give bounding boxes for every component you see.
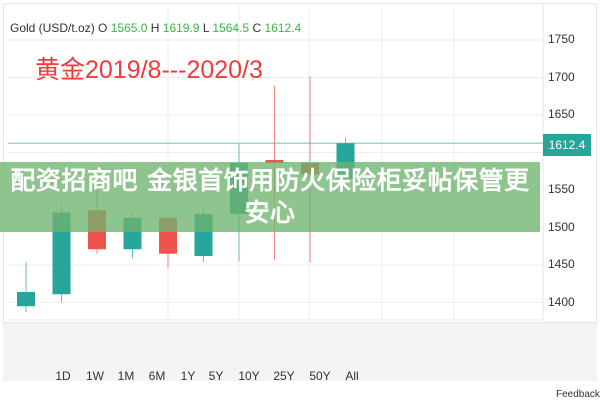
close-value: 1612.4 — [264, 21, 302, 35]
range-button-50y[interactable]: 50Y — [309, 369, 331, 383]
y-tick-label: 1550 — [548, 182, 575, 196]
ohlc-legend: Gold (USD/t.oz) O 1565.0 H 1619.9 L 1564… — [10, 21, 301, 35]
feedback-link[interactable]: Feedback — [556, 389, 600, 400]
low-value: 1564.5 — [212, 21, 250, 35]
open-label: O — [98, 21, 108, 35]
range-button-all[interactable]: All — [345, 369, 359, 383]
date-range-annotation: 黄金2019/8---2020/3 — [35, 56, 263, 84]
range-button-1y[interactable]: 1Y — [180, 369, 196, 383]
y-tick-label: 1450 — [548, 257, 575, 271]
range-button-1w[interactable]: 1W — [86, 369, 104, 383]
candle-body-up — [52, 212, 71, 295]
y-tick-label: 1650 — [548, 107, 575, 121]
range-button-1d[interactable]: 1D — [55, 369, 71, 383]
last-price-tag: 1612.4 — [543, 134, 591, 156]
y-tick-label: 1500 — [548, 219, 575, 234]
high-value: 1619.9 — [162, 21, 200, 35]
range-button-25y[interactable]: 25Y — [273, 369, 295, 383]
ad-banner-text: 配资招商吧 金银首饰用防火保险柜妥帖保管更安心 — [10, 166, 530, 227]
range-button-1m[interactable]: 1M — [117, 369, 135, 383]
ad-banner-overlay: 配资招商吧 金银首饰用防火保险柜妥帖保管更安心 — [0, 162, 540, 232]
y-tick-label: 1750 — [548, 32, 575, 46]
candle-body-down — [265, 160, 284, 163]
close-label: C — [252, 21, 262, 35]
open-value: 1565.0 — [110, 21, 148, 35]
y-tick-label: 1400 — [548, 294, 575, 309]
low-label: L — [202, 21, 210, 35]
y-tick-label: 1700 — [548, 69, 575, 84]
candle-body-up — [17, 292, 35, 307]
range-button-6m[interactable]: 6M — [148, 369, 166, 383]
high-label: H — [150, 21, 160, 35]
range-button-5y[interactable]: 5Y — [208, 369, 224, 383]
instrument-name: Gold (USD/t.oz) — [10, 21, 95, 35]
range-button-10y[interactable]: 10Y — [238, 369, 260, 383]
range-selector-bar — [3, 322, 597, 381]
